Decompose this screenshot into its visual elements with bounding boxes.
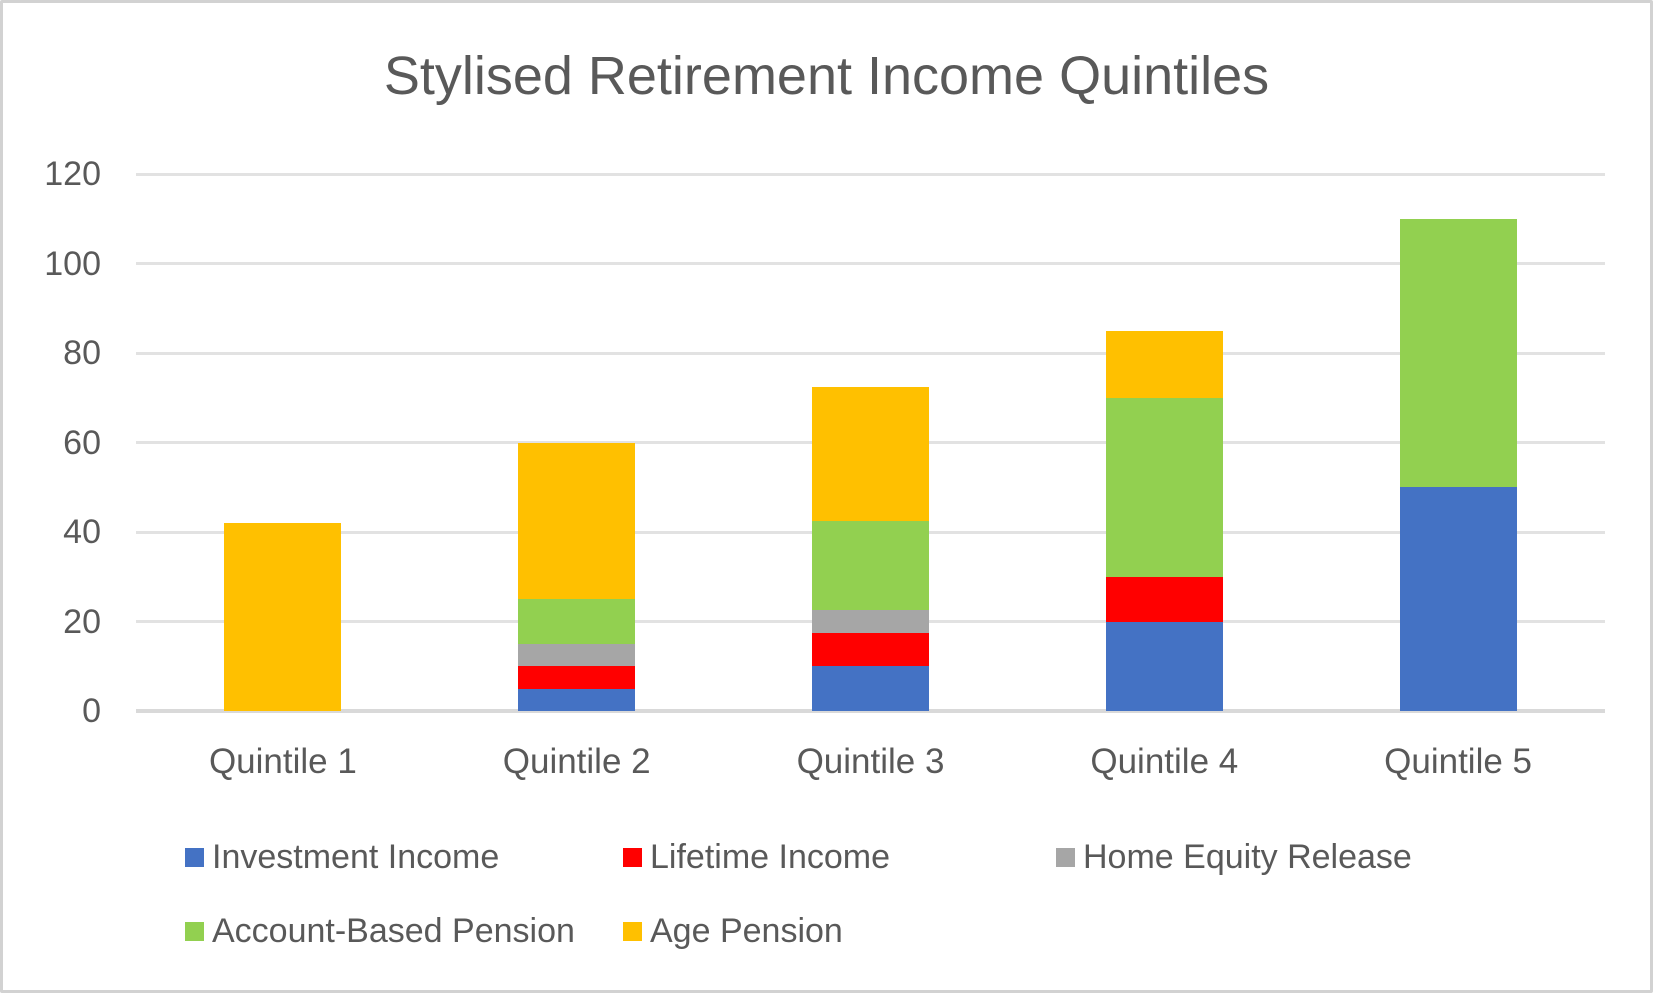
legend-label: Investment Income xyxy=(212,837,500,876)
bar-segment-age-pension xyxy=(812,386,929,521)
legend-swatch-investment-income xyxy=(185,847,204,867)
legend-label: Account-Based Pension xyxy=(212,911,575,950)
bar-segment-account-based-pension xyxy=(518,599,636,644)
bar-segment-investment-income xyxy=(1399,487,1517,711)
x-axis-line xyxy=(136,709,1605,713)
x-axis-label: Quintile 3 xyxy=(796,742,945,781)
y-axis-tick-label: 40 xyxy=(63,513,101,551)
bar-segment-account-based-pension xyxy=(1105,397,1223,577)
y-axis-tick-label: 100 xyxy=(44,244,101,283)
bar-segment-age-pension xyxy=(1105,330,1223,398)
legend-item-account-based-pension: Account-Based Pension xyxy=(185,911,575,951)
legend-item-age-pension: Age Pension xyxy=(623,911,843,951)
legend-label: Lifetime Income xyxy=(650,837,890,876)
bar-segment-investment-income xyxy=(1105,621,1223,711)
legend-label: Age Pension xyxy=(650,911,843,950)
bar-segment-home-equity-release xyxy=(518,643,636,667)
gridline xyxy=(136,351,1605,355)
chart-title: Stylised Retirement Income Quintiles xyxy=(383,46,1270,106)
y-axis-tick-label: 60 xyxy=(63,423,101,462)
legend-item-investment-income: Investment Income xyxy=(185,837,499,877)
bar-segment-lifetime-income xyxy=(518,666,636,689)
bar-segment-account-based-pension xyxy=(812,520,929,611)
x-axis-label: Quintile 4 xyxy=(1090,742,1239,781)
y-axis-tick-label: 120 xyxy=(44,155,101,193)
gridline xyxy=(136,172,1605,176)
bar-segment-investment-income xyxy=(812,666,929,711)
bar-segment-account-based-pension xyxy=(1399,218,1517,488)
legend-item-home-equity-release: Home Equity Release xyxy=(1056,837,1412,877)
y-axis-tick-label: 80 xyxy=(63,334,101,372)
y-axis-tick-label: 0 xyxy=(82,692,101,730)
legend-item-lifetime-income: Lifetime Income xyxy=(623,837,890,877)
bar-segment-age-pension xyxy=(224,523,342,711)
legend-swatch-age-pension xyxy=(623,921,642,941)
gridline xyxy=(136,262,1605,265)
bar-segment-investment-income xyxy=(518,688,636,711)
legend-swatch-home-equity-release xyxy=(1056,847,1075,867)
legend-swatch-account-based-pension xyxy=(185,921,204,941)
bar-segment-home-equity-release xyxy=(812,610,929,633)
bar-segment-lifetime-income xyxy=(812,632,929,667)
x-axis-label: Quintile 1 xyxy=(208,742,357,781)
x-axis-label: Quintile 2 xyxy=(502,742,651,781)
x-axis-label: Quintile 5 xyxy=(1384,742,1533,781)
y-axis-tick-label: 20 xyxy=(63,602,101,641)
bar-segment-age-pension xyxy=(518,442,636,600)
bar-segment-lifetime-income xyxy=(1105,576,1223,622)
legend-swatch-lifetime-income xyxy=(623,847,642,867)
legend-label: Home Equity Release xyxy=(1083,837,1412,876)
